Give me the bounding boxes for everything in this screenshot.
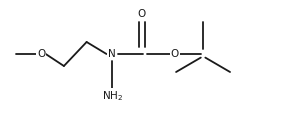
Text: NH$_2$: NH$_2$ <box>102 89 123 103</box>
Text: O: O <box>37 49 45 59</box>
Text: O: O <box>170 49 179 59</box>
Text: O: O <box>137 9 146 19</box>
Text: N: N <box>108 49 116 59</box>
